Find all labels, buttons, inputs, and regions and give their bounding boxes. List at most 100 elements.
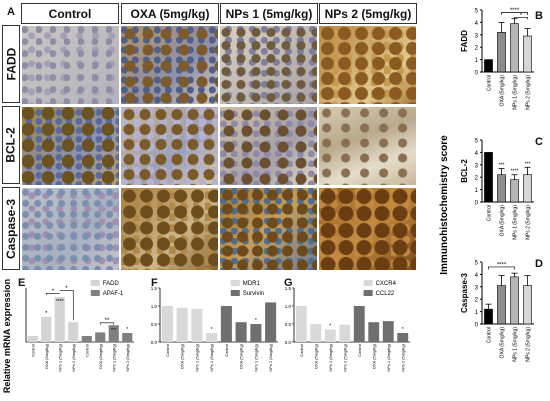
micrograph-bcl2-nps2: [318, 106, 417, 186]
y-tick-label: 3: [475, 33, 479, 39]
x-tick-label: OXA (5mg/kg): [180, 343, 185, 369]
legend-label: FADD: [103, 281, 120, 287]
x-tick-label: OXA (5mg/kg): [500, 205, 506, 237]
panel-label-g: G: [284, 277, 293, 289]
legend-label: CXCR4: [376, 281, 397, 287]
micrograph-fadd-nps1: [219, 25, 318, 105]
x-tick-label: Control: [30, 344, 35, 357]
significance-bracket: [99, 322, 115, 325]
y-tick-label: 2: [475, 176, 479, 182]
bar: [510, 23, 519, 73]
significance-mark: ***: [499, 163, 505, 169]
bar: [108, 325, 119, 342]
panel-label-b: B: [535, 10, 543, 22]
bar: [27, 336, 38, 342]
panel-label-d: D: [535, 258, 543, 270]
x-tick-label: Control: [487, 327, 493, 343]
x-tick-label: OXA (5mg/kg): [44, 343, 49, 369]
micrograph-bcl2-oxa: [120, 106, 219, 186]
y-tick-label: 5: [475, 139, 479, 145]
y-tick-label: 1: [475, 310, 479, 316]
significance-mark: *: [52, 289, 55, 295]
y-tick-label: 1.5: [285, 286, 292, 291]
legend-label: MDR1: [243, 281, 261, 287]
bar: [324, 329, 336, 342]
bar: [206, 333, 218, 342]
y-tick-label: 3: [475, 285, 479, 291]
y-axis-label: Caspase-3: [460, 272, 469, 313]
bar: [81, 336, 92, 342]
legend-swatch: [230, 280, 240, 286]
bar: [265, 302, 277, 342]
y-tick-label: 0.5: [151, 322, 158, 327]
y-tick-label: 2: [475, 298, 479, 304]
x-tick-label: Control: [357, 344, 362, 357]
bar: [122, 333, 133, 342]
bar: [497, 174, 506, 203]
y-axis-label: BCL-2: [460, 159, 469, 183]
bar: [368, 322, 380, 342]
x-tick-label: OXA (5mg/kg): [500, 327, 506, 359]
bar: [310, 324, 322, 342]
bar: [54, 297, 65, 342]
bar: [523, 35, 532, 73]
x-tick-label: NPs 2 (5mg/kg): [209, 343, 214, 371]
x-tick-label: Control: [165, 344, 170, 357]
micrograph-fadd-oxa: [120, 25, 219, 105]
bar: [161, 306, 173, 342]
x-tick-label: Control: [84, 344, 89, 357]
bar: [353, 306, 365, 342]
bar: [484, 59, 493, 73]
significance-mark: **: [105, 318, 110, 324]
significance-mark: *: [45, 311, 48, 317]
bar: [176, 307, 188, 342]
row-label-fadd: FADD: [2, 25, 20, 103]
y-tick-label: 0: [475, 71, 479, 77]
chart-c: 0 1 2 3 4 5 BCL-2 Control OXA (5mg/kg) NPs 1 (5mg…: [460, 139, 534, 240]
micrograph-fadd-control: [21, 25, 120, 105]
x-tick-label: NPs 2 (5mg/kg): [526, 75, 532, 110]
x-tick-label: OXA (5mg/kg): [500, 75, 506, 107]
y-tick-label: 1: [475, 58, 479, 64]
x-tick-label: OXA (5mg/kg): [239, 343, 244, 369]
column-header-nps1: NPs 1 (5mg/kg): [220, 3, 318, 24]
x-tick-label: NPs 2 (5mg/kg): [71, 343, 76, 371]
y-tick-label: 0: [475, 323, 479, 329]
column-header-oxa: OXA (5mg/kg): [121, 3, 219, 24]
legend-label: Survivin: [243, 291, 264, 297]
y-tick-label: 1.0: [285, 304, 292, 309]
significance-bracket: [45, 293, 60, 296]
bar: [220, 306, 232, 342]
y-tick-label: 3: [475, 163, 479, 169]
y-tick-label: 1.0: [151, 304, 158, 309]
x-tick-label: NPs 2 (5mg/kg): [342, 343, 347, 371]
legend-swatch: [363, 280, 373, 286]
x-tick-label: NPs 2 (5mg/kg): [526, 205, 532, 240]
bar: [510, 276, 519, 325]
row-label-bcl2: BCL-2: [2, 106, 20, 184]
chart-g: 0.0 0.5 1.0 1.5 Control OXA (5mg/kg) NPs 1 (5m…: [285, 280, 410, 372]
bar: [339, 324, 351, 342]
x-tick-label: Control: [487, 205, 493, 221]
bar: [41, 316, 52, 342]
x-tick-label: NPs 1 (5mg/kg): [253, 343, 258, 371]
significance-mark: *: [520, 13, 523, 19]
significance-mark: *: [255, 318, 257, 324]
y-tick-label: 1: [475, 188, 479, 194]
significance-mark: *: [211, 327, 213, 333]
bar: [484, 308, 493, 325]
x-tick-label: OXA (5mg/kg): [313, 343, 318, 369]
significance-mark: *: [126, 327, 128, 333]
bar: [95, 332, 106, 342]
bottom-charts: Relative mRNA expression Control OXA (5mg…: [2, 279, 410, 393]
x-tick-label: Control: [487, 75, 493, 91]
significance-mark: ****: [497, 262, 507, 268]
x-tick-label: NPs 1 (5mg/kg): [194, 343, 199, 371]
y-tick-label: 0: [475, 201, 479, 207]
x-tick-label: NPs 1 (5mg/kg): [111, 343, 116, 371]
x-tick-label: NPs 2 (5mg/kg): [526, 327, 532, 362]
side-axis-title: Immunohistochemistry score: [439, 135, 450, 275]
bar: [191, 308, 203, 342]
significance-mark: ****: [510, 8, 520, 14]
bar: [484, 152, 493, 203]
